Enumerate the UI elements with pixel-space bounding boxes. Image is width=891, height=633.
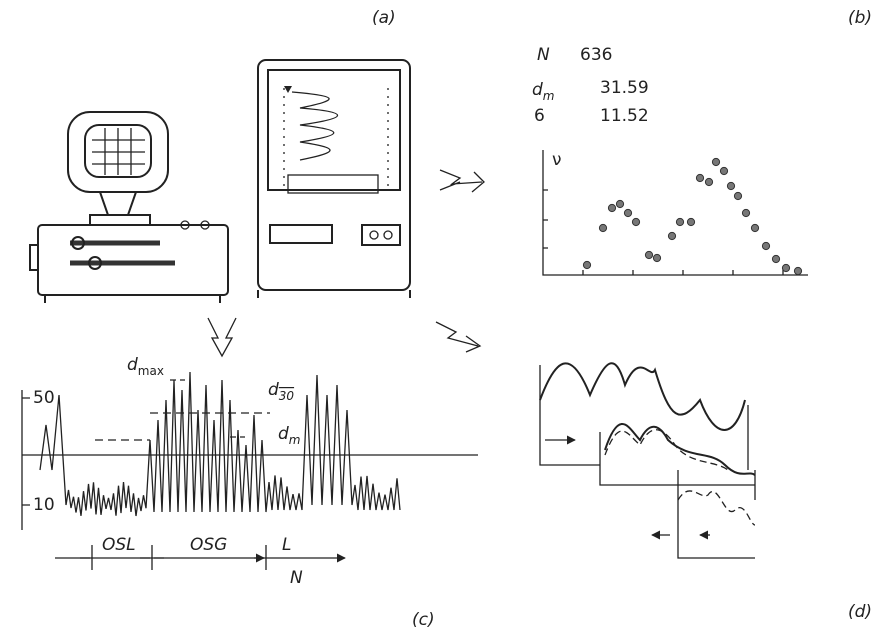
stacked-curves	[540, 363, 755, 558]
panel-label: (c)	[412, 610, 435, 630]
dot	[794, 267, 801, 274]
panel-label: (d)	[848, 602, 872, 622]
dot	[772, 255, 779, 262]
subscript: m	[543, 89, 555, 103]
trace-label: dm	[278, 424, 301, 447]
camera-device	[30, 112, 228, 303]
dot	[727, 182, 734, 189]
dot	[687, 218, 694, 225]
dot	[734, 192, 741, 199]
dot	[583, 261, 590, 268]
stat-symbol: dm	[532, 80, 555, 103]
histogram-dots	[583, 158, 801, 274]
dot	[645, 251, 652, 258]
segment-label: OSG	[190, 535, 227, 555]
stat-value: 636	[580, 45, 612, 65]
symbol: d	[127, 355, 138, 375]
stat-symbol: 6	[534, 106, 545, 126]
dot	[742, 209, 749, 216]
panel-label: (b)	[848, 8, 872, 28]
figure: (a) (b) (c) (d) N 636 dm 31.59	[0, 0, 891, 633]
dot	[616, 200, 623, 207]
axis-label: ν	[552, 150, 562, 170]
dot	[762, 242, 769, 249]
symbol: d	[268, 380, 279, 400]
subscript: m	[289, 433, 301, 447]
arrow	[208, 318, 236, 356]
dot	[720, 167, 727, 174]
histogram: ν	[543, 150, 808, 275]
trace-label: dmax	[127, 355, 164, 378]
arrow	[436, 322, 480, 352]
stat-value: 11.52	[600, 106, 649, 126]
segment-label: OSL	[102, 535, 136, 555]
subscript: max	[138, 364, 164, 378]
tick-label: 10	[33, 495, 55, 515]
dot	[668, 232, 675, 239]
subscript: 30	[279, 389, 295, 403]
symbol: d	[278, 424, 289, 444]
dot	[653, 254, 660, 261]
arrow	[440, 170, 484, 192]
tick-label: 50	[33, 388, 55, 408]
stats: N 636 dm 31.59 6 11.52	[532, 45, 649, 126]
dot	[676, 218, 683, 225]
dot	[632, 218, 639, 225]
panel-label: (a)	[372, 8, 396, 28]
segment-label: L	[282, 535, 291, 555]
dot	[599, 224, 606, 231]
dot	[751, 224, 758, 231]
segment-label: N	[290, 568, 303, 588]
stat-value: 31.59	[600, 78, 649, 98]
dot	[624, 209, 631, 216]
recorder-device	[258, 60, 410, 298]
segment-axis: OSL OSG L N	[55, 535, 345, 588]
dot	[712, 158, 719, 165]
dot	[696, 174, 703, 181]
dot	[782, 264, 789, 271]
symbol: d	[532, 80, 543, 100]
dot	[705, 178, 712, 185]
dot	[608, 204, 615, 211]
trace-line	[40, 372, 400, 516]
trace-label: d30	[268, 380, 294, 403]
stat-symbol: N	[537, 45, 550, 65]
